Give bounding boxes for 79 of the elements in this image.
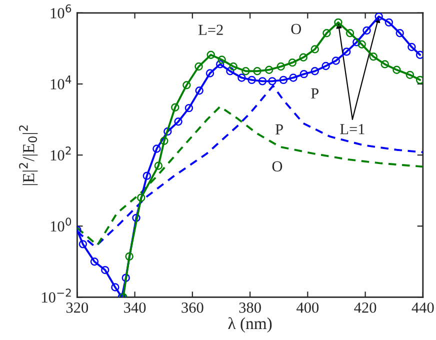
- point: [288, 58, 296, 67]
- point: [416, 76, 423, 84]
- point: [137, 194, 146, 202]
- point: [154, 162, 163, 170]
- point: [396, 29, 404, 38]
- point: [406, 70, 414, 80]
- point: [408, 42, 416, 52]
- point: [238, 74, 246, 82]
- point: [310, 67, 319, 76]
- point: [142, 172, 151, 180]
- point: [374, 12, 383, 21]
- point: [132, 214, 140, 222]
- y-tick-label: 10$^{6}$: [50, 4, 72, 18]
- point: [279, 76, 288, 84]
- x-tick-label: 420: [354, 302, 376, 313]
- point: [322, 62, 330, 70]
- point: [216, 60, 224, 68]
- y-tick-label: 10$^{0}$: [50, 218, 72, 232]
- annotation: L=2: [198, 24, 223, 35]
- point: [322, 29, 331, 38]
- point: [384, 18, 394, 27]
- point: [206, 50, 215, 59]
- point: [125, 252, 134, 261]
- annotation: O: [272, 161, 282, 172]
- point: [101, 266, 110, 274]
- point: [226, 67, 234, 76]
- point: [111, 283, 120, 292]
- point: [164, 127, 172, 136]
- x-tick-label: 440: [412, 302, 434, 313]
- point: [206, 69, 214, 78]
- point: [352, 38, 361, 46]
- point: [171, 103, 180, 112]
- point: [268, 77, 276, 86]
- y-tick-label: 10$^{2}$: [50, 146, 71, 160]
- annotation: O: [291, 24, 302, 34]
- annotation: P: [275, 124, 283, 134]
- point: [358, 40, 366, 48]
- y-axis-title: |E|$^{2}$/|E$_{0}$|$^{2}$: [19, 125, 38, 186]
- x-tick-label: 320: [66, 302, 88, 313]
- annotation: P: [311, 88, 319, 98]
- point: [90, 258, 99, 266]
- x-tick-label: 340: [124, 302, 146, 313]
- point: [300, 70, 308, 78]
- point: [332, 56, 340, 65]
- point: [276, 62, 285, 71]
- point: [218, 56, 226, 64]
- x-tick-label: 360: [182, 302, 204, 313]
- x-tick-label: 400: [296, 302, 319, 313]
- point: [194, 62, 203, 71]
- point: [369, 52, 378, 61]
- x-tick-label: 380: [239, 302, 261, 313]
- point: [184, 104, 194, 112]
- point: [380, 60, 389, 68]
- point: [253, 67, 262, 76]
- point: [152, 144, 161, 153]
- point: [346, 29, 354, 38]
- point: [229, 62, 238, 71]
- point: [310, 45, 319, 54]
- point: [248, 76, 256, 84]
- point: [334, 18, 342, 27]
- point: [342, 48, 351, 56]
- point: [362, 26, 371, 35]
- point: [258, 77, 267, 86]
- y-tick-label: 10$^{−2}$: [42, 288, 71, 303]
- point: [416, 50, 423, 59]
- point: [182, 81, 191, 90]
- point: [299, 53, 308, 62]
- y-tick-label: 10$^{4}$: [50, 76, 72, 90]
- point: [392, 66, 401, 74]
- point: [289, 74, 298, 82]
- point: [78, 240, 88, 248]
- annotation: L=1: [340, 124, 364, 134]
- point: [174, 118, 182, 126]
- point: [160, 136, 168, 145]
- point: [122, 274, 130, 282]
- point: [242, 67, 250, 76]
- x-axis-title: λ (nm): [228, 317, 272, 333]
- point: [195, 86, 204, 95]
- point: [264, 66, 274, 74]
